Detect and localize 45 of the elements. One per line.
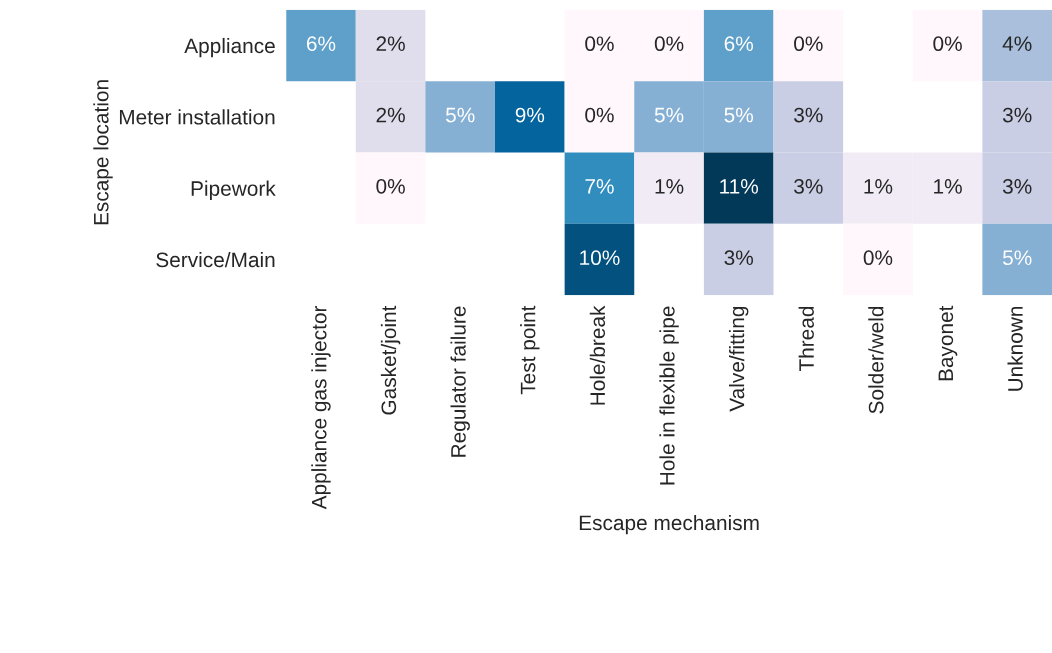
data-label: 0% bbox=[654, 36, 684, 52]
data-label: 5% bbox=[724, 107, 754, 123]
data-label: 0% bbox=[585, 107, 614, 123]
data-label: 3% bbox=[794, 107, 823, 123]
y-axis-title: Escape location bbox=[93, 80, 113, 225]
data-label: 4% bbox=[1002, 36, 1032, 51]
x-tick-label: Regulator failure bbox=[450, 306, 470, 457]
x-tick-label: Appliance gas injector bbox=[311, 305, 331, 510]
data-label: 1% bbox=[655, 179, 684, 194]
data-label: 0% bbox=[376, 178, 405, 194]
x-tick-label: Hole/break bbox=[589, 305, 606, 405]
x-tick-label: Gasket/joint bbox=[380, 305, 401, 415]
data-label: 0% bbox=[794, 36, 823, 52]
data-label: 6% bbox=[724, 36, 754, 52]
x-axis-title: Escape mechanism bbox=[579, 514, 759, 535]
y-tick-label: Meter installation bbox=[119, 109, 275, 125]
data-label: 1% bbox=[864, 179, 893, 194]
x-tick-label: Unknown bbox=[1007, 306, 1023, 391]
data-label: 6% bbox=[306, 36, 336, 52]
data-label: 3% bbox=[1002, 178, 1032, 194]
x-tick-label: Hole in flexible pipe bbox=[659, 306, 679, 485]
data-label: 7% bbox=[585, 179, 614, 194]
x-tick-label: Solder/weld bbox=[868, 306, 884, 414]
data-label: 3% bbox=[724, 250, 754, 266]
data-label: 3% bbox=[1002, 107, 1032, 123]
data-label: 9% bbox=[515, 107, 545, 123]
data-label: 2% bbox=[376, 36, 405, 51]
data-label: 0% bbox=[585, 36, 614, 52]
y-tick-label: Service/Main bbox=[156, 251, 275, 268]
data-label: 1% bbox=[934, 179, 962, 194]
data-label: 0% bbox=[863, 250, 893, 266]
data-label: 5% bbox=[445, 107, 475, 123]
x-tick-label: Test point bbox=[520, 305, 540, 395]
x-tick-label: Bayonet bbox=[938, 305, 958, 381]
data-label: 0% bbox=[933, 36, 962, 52]
data-label: 11% bbox=[720, 179, 759, 194]
data-label: 2% bbox=[376, 107, 405, 123]
y-tick-label: Appliance bbox=[184, 37, 275, 58]
y-tick-label: Pipework bbox=[191, 180, 276, 201]
data-label: 10% bbox=[580, 250, 620, 266]
x-tick-label: Valve/fitting bbox=[728, 306, 749, 412]
data-label: 3% bbox=[794, 178, 823, 194]
data-label: 5% bbox=[1002, 250, 1032, 266]
data-label: 5% bbox=[654, 107, 684, 123]
x-tick-label: Thread bbox=[798, 306, 814, 372]
